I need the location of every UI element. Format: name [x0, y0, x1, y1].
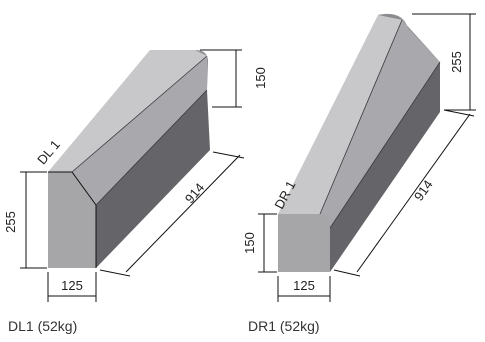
- dl1-dimension-150: 150: [200, 49, 268, 108]
- dr1-dimension-150: 150: [242, 213, 277, 273]
- dl1-right-height-label: 150: [253, 67, 268, 89]
- dr1-base-width-label: 125: [293, 278, 315, 293]
- dl1-length-label: 914: [182, 180, 207, 206]
- dl1-caption: DL1 (52kg): [8, 318, 78, 334]
- dl1-dimension-125: 125: [47, 272, 97, 302]
- dl1-side-face: [96, 90, 210, 268]
- dl1-bevel-face: [72, 56, 207, 205]
- dr1-right-height-label: 255: [449, 51, 464, 73]
- dl1-top-face: [48, 50, 207, 172]
- dl1-base-width-label: 125: [61, 278, 83, 293]
- dr1-left-height-label: 150: [242, 232, 257, 254]
- dr1-caption: DR1 (52kg): [248, 318, 320, 334]
- dl1-front-face: [48, 172, 96, 268]
- dl1-block: [48, 50, 210, 268]
- dr1-front-face: [278, 214, 330, 272]
- dl1-dimension-255: 255: [3, 171, 47, 269]
- dr1-top-face: [278, 15, 402, 214]
- dr1-bevel-face: [320, 20, 440, 228]
- dr1-block: [278, 13, 441, 272]
- dl1-left-height-label: 255: [3, 211, 18, 233]
- dr1-side-face: [330, 62, 440, 272]
- dr1-dimension-255: 255: [412, 13, 476, 111]
- dr1-dimension-125: 125: [277, 276, 331, 302]
- dr1-length-label: 914: [411, 177, 436, 203]
